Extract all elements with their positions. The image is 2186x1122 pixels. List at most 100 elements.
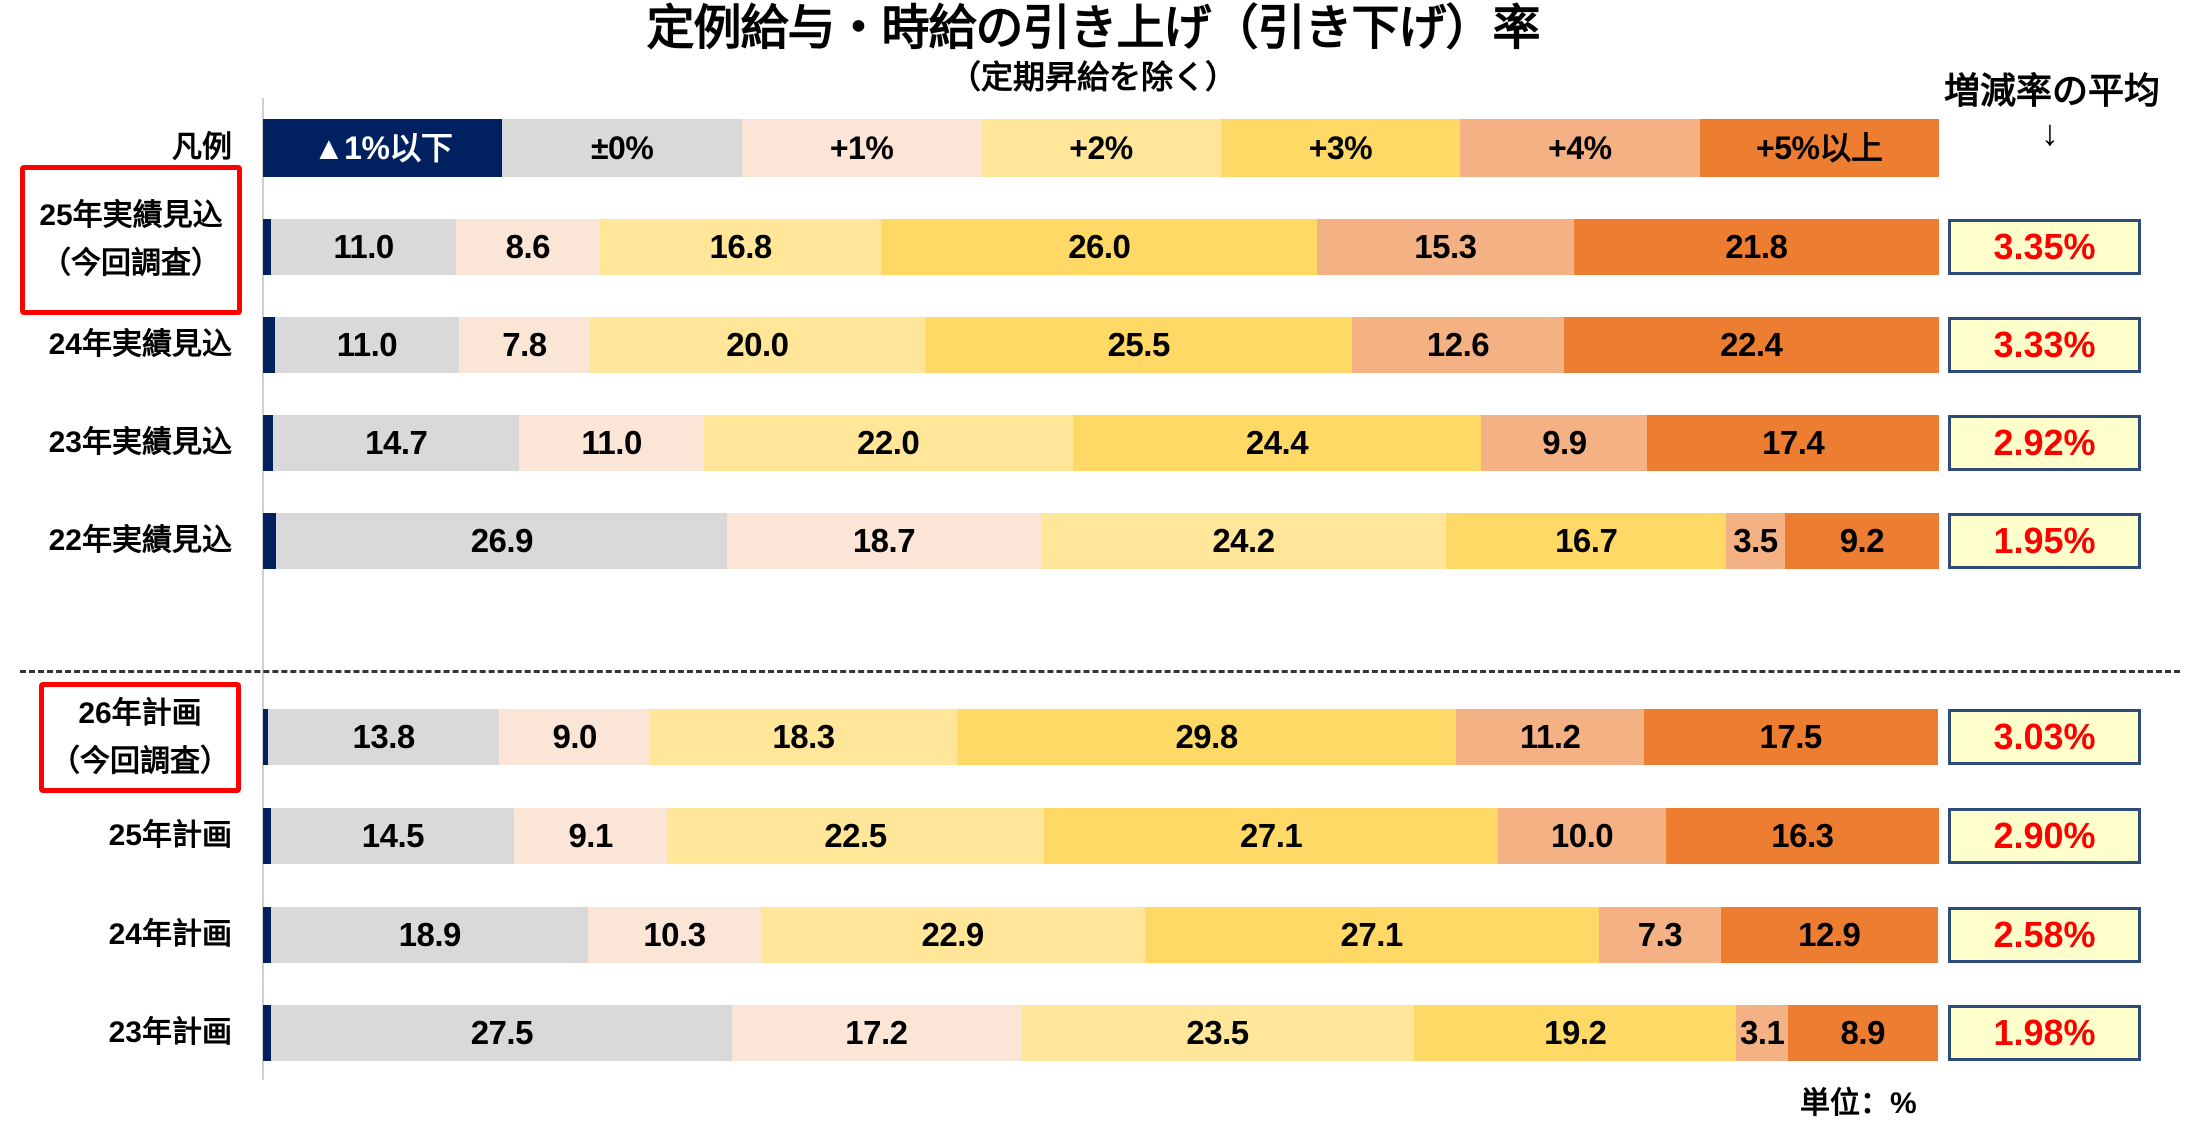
down-arrow-icon: ↓ — [2041, 112, 2059, 153]
data-label: 27.1 — [1340, 916, 1404, 953]
data-label: 26.0 — [1068, 228, 1131, 265]
legend-swatch — [1460, 119, 1701, 177]
average-value: 1.98% — [1948, 1005, 2141, 1061]
data-label: 16.3 — [1771, 817, 1834, 854]
legend-label: +1% — [829, 130, 894, 166]
group-divider — [20, 670, 2180, 673]
legend-swatch — [981, 119, 1222, 177]
data-label: 22.5 — [824, 817, 887, 854]
bar-segment — [1044, 808, 1499, 864]
data-label: 21.8 — [1725, 228, 1788, 265]
average-value: 3.03% — [1948, 709, 2141, 765]
bar-segment — [732, 1005, 1022, 1061]
category-label: 24年計画 — [108, 918, 232, 951]
category-label-sub: （今回調査） — [50, 744, 230, 778]
category-label: 23年計画 — [108, 1016, 232, 1049]
legend-label: +4% — [1548, 130, 1612, 166]
data-label: 25.5 — [1107, 326, 1171, 363]
data-label: 12.6 — [1426, 326, 1490, 363]
bar-segment — [519, 415, 705, 471]
data-label: 9.0 — [552, 718, 598, 755]
average-value: 2.90% — [1948, 808, 2141, 864]
bar-segment — [1414, 1005, 1737, 1061]
data-label: 29.8 — [1175, 718, 1238, 755]
category-label: 25年計画 — [108, 819, 232, 852]
bar-segment — [599, 219, 882, 275]
data-label: 11.0 — [336, 326, 398, 363]
bar-segment — [1573, 219, 1940, 275]
data-label: 17.5 — [1759, 718, 1823, 755]
data-label: 14.7 — [365, 424, 428, 461]
category-label: 24年実績見込 — [48, 328, 232, 361]
bar-segment — [271, 907, 589, 963]
bar-segment — [263, 1005, 272, 1061]
highlight-box — [20, 165, 242, 315]
data-label: 14.5 — [361, 817, 425, 854]
average-value: 2.92% — [1948, 415, 2141, 471]
category-label: 25年実績見込 — [39, 199, 223, 232]
bar-segment — [727, 513, 1042, 569]
data-label: 18.3 — [772, 718, 835, 755]
bar-segment — [273, 415, 520, 471]
average-header: 増減率の平均 — [1943, 70, 2160, 111]
data-label: 24.2 — [1212, 522, 1275, 559]
data-label: 27.5 — [470, 1014, 534, 1051]
data-label: 13.8 — [352, 718, 416, 755]
legend-swatch — [1220, 119, 1461, 177]
bar-segment — [263, 513, 277, 569]
bar-segment — [760, 907, 1146, 963]
bar-segment — [1788, 1005, 1938, 1061]
legend-swatch — [741, 119, 982, 177]
chart-title: 定例給与・時給の引き上げ（引き下げ）率 — [646, 2, 1540, 55]
data-label: 22.0 — [857, 424, 920, 461]
bar-segment — [1726, 513, 1786, 569]
bar-segment — [1352, 317, 1565, 373]
average-value: 1.95% — [1948, 513, 2141, 569]
bar-segment — [1647, 415, 1940, 471]
data-label: 16.7 — [1555, 522, 1618, 559]
data-label: 12.9 — [1798, 916, 1861, 953]
bar-segment — [650, 709, 958, 765]
bar-segment — [1446, 513, 1727, 569]
bar-segment — [881, 219, 1318, 275]
bar-segment — [263, 415, 274, 471]
data-label: 22.9 — [921, 916, 985, 953]
data-label: 3.1 — [1739, 1014, 1785, 1051]
bar-segment — [514, 808, 668, 864]
bar-segment — [263, 317, 276, 373]
bar-segment — [925, 317, 1353, 373]
data-label: 9.2 — [1839, 522, 1885, 559]
data-label: 18.9 — [398, 916, 462, 953]
average-value: 2.58% — [1948, 907, 2141, 963]
data-label: 11.0 — [581, 424, 642, 461]
bar-segment — [1040, 513, 1447, 569]
bar-segment — [1563, 317, 1940, 373]
data-label: 17.4 — [1762, 424, 1825, 461]
bar-segment — [1721, 907, 1938, 963]
legend-label: ±0% — [590, 130, 654, 166]
average-value: 3.35% — [1948, 219, 2141, 275]
bar-segment — [263, 907, 272, 963]
data-label: 22.4 — [1720, 326, 1783, 363]
average-value: 3.33% — [1948, 317, 2141, 373]
data-label: 20.0 — [726, 326, 789, 363]
bar-segment — [263, 709, 269, 765]
data-label: 10.0 — [1550, 817, 1614, 854]
bar-segment — [459, 317, 591, 373]
bar-segment — [1456, 709, 1645, 765]
bar-segment — [1498, 808, 1667, 864]
bar-segment — [1072, 415, 1482, 471]
data-label: 9.9 — [1542, 424, 1587, 461]
legend-swatch — [502, 119, 743, 177]
data-label: 7.8 — [502, 326, 547, 363]
legend-swatch — [1699, 119, 1940, 177]
data-label: 17.2 — [845, 1014, 908, 1051]
data-label: 11.0 — [333, 228, 394, 265]
category-label: 26年計画 — [78, 696, 202, 730]
data-label: 26.9 — [470, 522, 534, 559]
bar-segment — [1665, 808, 1940, 864]
category-label: 23年実績見込 — [48, 426, 232, 459]
bar-segment — [666, 808, 1045, 864]
bar-segment — [588, 907, 762, 963]
bar-segment — [589, 317, 926, 373]
